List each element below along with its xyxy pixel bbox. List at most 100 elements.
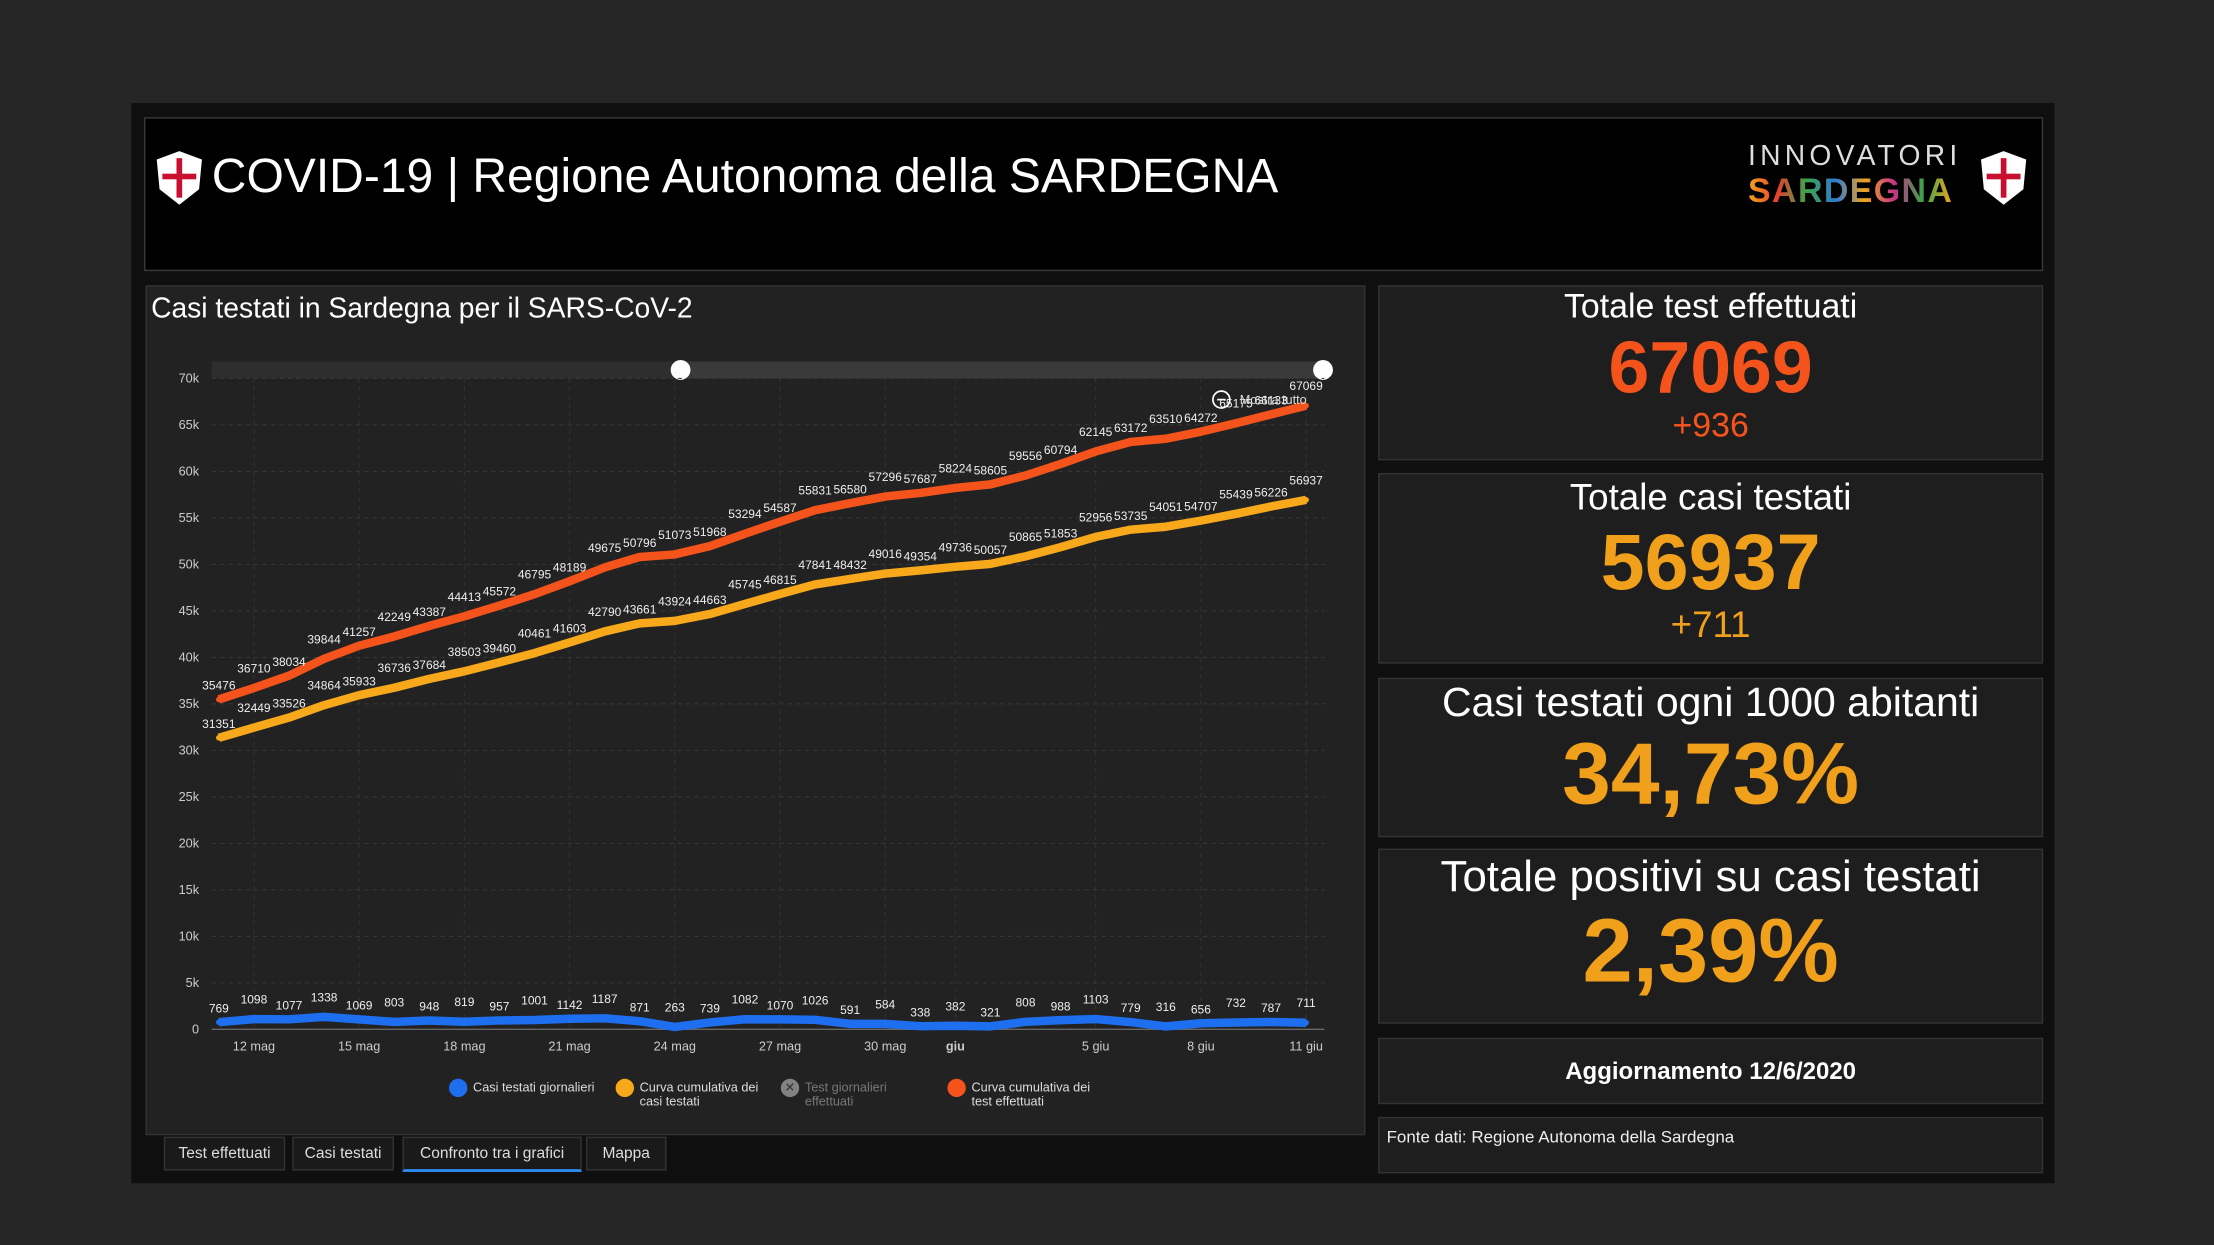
y-tick-label: 60k	[179, 465, 200, 479]
point	[356, 1016, 362, 1023]
data-label: 31351	[202, 717, 236, 731]
data-label: 871	[630, 1000, 650, 1014]
data-label: 321	[980, 1005, 1000, 1019]
data-label: 51853	[1044, 526, 1078, 540]
legend-label: Casi testati giornalieri	[473, 1080, 595, 1095]
slider-handle[interactable]	[1313, 360, 1333, 380]
tab[interactable]: Confronto tra i grafici	[402, 1136, 582, 1172]
data-label: 51073	[658, 528, 692, 542]
point	[566, 1015, 573, 1022]
header	[144, 117, 2044, 272]
data-label: 584	[875, 997, 895, 1011]
kpi-card: Totale positivi su casi testati 2,39%	[1378, 848, 2044, 1024]
point	[707, 1019, 713, 1026]
data-label: 57296	[869, 470, 903, 484]
point	[461, 668, 468, 675]
data-label: 47841	[798, 558, 832, 572]
data-label: 33526	[272, 697, 306, 711]
point	[1022, 472, 1029, 479]
zoom-icon[interactable]	[1212, 390, 1231, 409]
data-label: 739	[700, 1002, 720, 1016]
point	[461, 1018, 468, 1025]
legend-label: Curva cumulativa dei test effettuati	[971, 1080, 1091, 1109]
data-label: 54051	[1149, 500, 1183, 514]
point	[1198, 1020, 1204, 1027]
data-label: 56937	[1289, 473, 1323, 487]
data-label: 56580	[833, 482, 867, 496]
data-label: 36710	[237, 661, 271, 675]
legend-item[interactable]: Curva cumulativa dei test effettuati	[947, 1078, 1098, 1109]
legend-item[interactable]: Curva cumulativa dei casi testati	[615, 1078, 767, 1109]
data-label: 52956	[1079, 510, 1113, 524]
x-tick-label: 24 mag	[654, 1040, 696, 1054]
point	[707, 543, 713, 549]
kpi-title: Totale test effettuati	[1563, 288, 1858, 327]
point	[777, 1016, 783, 1023]
y-tick-label: 40k	[179, 651, 200, 665]
series-line	[217, 495, 1307, 742]
point	[1057, 461, 1064, 467]
legend-item[interactable]: Casi testati giornalieri	[449, 1078, 600, 1098]
point	[1233, 420, 1239, 427]
point	[882, 1021, 889, 1027]
data-label: 948	[419, 1000, 439, 1014]
zoom-button[interactable]: Mostra tutto	[1240, 393, 1307, 407]
point	[987, 481, 994, 488]
point	[1127, 526, 1134, 533]
point	[566, 639, 573, 646]
point	[952, 485, 959, 491]
data-label: 46795	[518, 568, 552, 582]
point	[601, 1015, 608, 1022]
data-label: 49354	[904, 550, 938, 564]
data-label: 49016	[869, 547, 903, 561]
kpi-delta: +936	[1672, 406, 1749, 445]
tab[interactable]: Mappa	[585, 1136, 667, 1171]
data-label: 50865	[1009, 530, 1043, 544]
data-label: 41257	[342, 625, 376, 639]
point	[671, 551, 678, 558]
y-tick-label: 10k	[179, 930, 200, 944]
point	[286, 714, 292, 721]
data-label: 49675	[588, 541, 622, 555]
tab[interactable]: Test effettuati	[163, 1136, 286, 1171]
point	[1198, 428, 1204, 435]
point	[1057, 1017, 1064, 1023]
kpi-delta: +711	[1670, 602, 1751, 646]
data-label: 63510	[1149, 412, 1183, 426]
data-label: 44413	[448, 590, 482, 604]
point	[882, 493, 889, 500]
series-line	[217, 401, 1308, 704]
x-tick-label: giu	[946, 1040, 965, 1054]
tab[interactable]: Casi testati	[292, 1136, 394, 1171]
point	[531, 1017, 538, 1023]
legend-item[interactable]: ✕ Test giornalieri effettuati	[780, 1078, 932, 1109]
point	[847, 500, 853, 507]
point	[321, 656, 327, 662]
point	[671, 618, 678, 624]
point	[216, 734, 222, 741]
slider-handle[interactable]	[670, 360, 691, 380]
x-tick-label: 30 mag	[864, 1040, 906, 1054]
point	[461, 613, 468, 620]
point	[496, 1017, 503, 1024]
point	[496, 602, 503, 609]
point	[1303, 497, 1309, 503]
point	[1092, 534, 1099, 540]
point	[987, 561, 994, 567]
point	[812, 1016, 818, 1023]
data-label: 48189	[553, 560, 587, 574]
data-label: 65175	[1219, 397, 1253, 411]
data-label: 57687	[904, 472, 938, 486]
point	[601, 564, 608, 571]
x-tick-label: 5 giu	[1082, 1040, 1110, 1054]
point	[882, 570, 889, 577]
x-tick-label: 12 mag	[233, 1040, 275, 1054]
point	[391, 1019, 398, 1025]
update-card: Aggiornamento 12/6/2020	[1378, 1037, 2044, 1105]
header-title: COVID-19 | Regione Autonoma della SARDEG…	[211, 149, 1279, 204]
source-text: Fonte dati: Regione Autonoma della Sarde…	[1386, 1126, 1735, 1147]
point	[286, 1016, 292, 1023]
point	[636, 554, 643, 560]
point	[321, 702, 327, 708]
